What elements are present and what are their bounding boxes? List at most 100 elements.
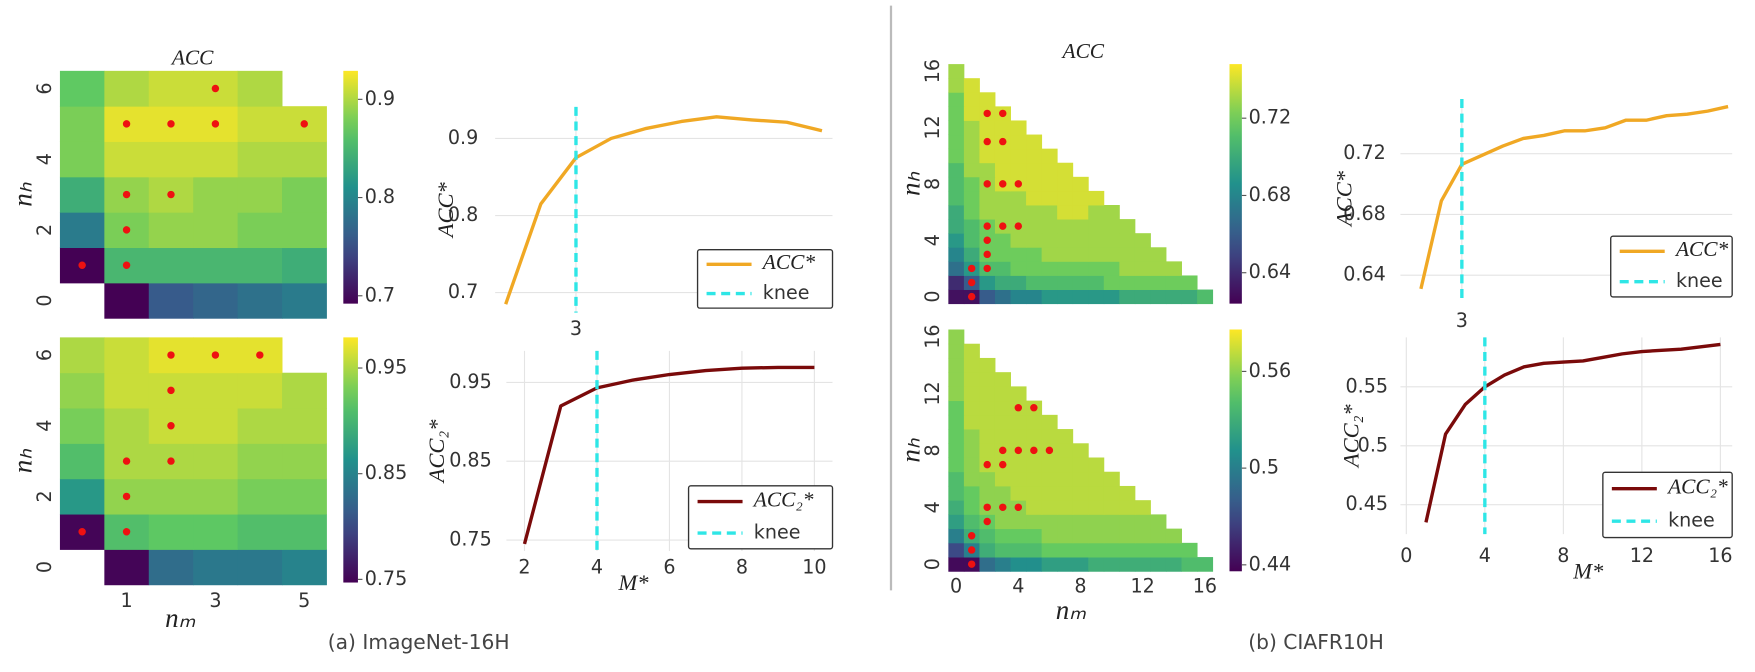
heat-cell <box>1088 261 1105 276</box>
heat-cell <box>1057 557 1074 572</box>
heat-cell <box>948 247 965 262</box>
heat-cell <box>1119 485 1136 501</box>
heat-cell <box>104 408 150 444</box>
heat-cell <box>104 337 150 374</box>
heat-cell <box>963 219 980 234</box>
marker <box>78 528 86 536</box>
marker <box>300 120 308 128</box>
heat-cell <box>1057 190 1074 206</box>
heat-cell <box>1010 557 1027 572</box>
marker <box>999 137 1007 146</box>
heat-cell <box>282 514 327 550</box>
marker <box>983 264 991 273</box>
heat-cell <box>1119 528 1136 544</box>
y-tick-label: 0.85 <box>449 449 492 472</box>
y-axis-label: nₕ <box>896 438 926 462</box>
heat-cell <box>1072 275 1089 290</box>
heat-cell <box>963 457 980 473</box>
caption: (a) ImageNet-16H <box>328 630 510 654</box>
heat-cell <box>1041 148 1058 164</box>
heat-cell <box>1026 500 1043 515</box>
marker <box>999 222 1007 230</box>
heat-cell <box>979 205 996 220</box>
marker <box>167 120 175 128</box>
y-tick-label: 8 <box>921 178 944 190</box>
heat-cell <box>237 176 283 213</box>
heat-cell <box>1103 261 1120 276</box>
heat-cell <box>193 176 239 213</box>
heat-cell <box>1088 190 1105 206</box>
heat-cell <box>1041 247 1058 262</box>
heat-cell <box>948 471 965 487</box>
heat-cell <box>963 400 980 416</box>
marker <box>211 120 220 128</box>
y-tick-label: 0.72 <box>1343 141 1386 164</box>
heat-cell <box>1088 233 1105 248</box>
marker <box>78 261 86 269</box>
y-tick-label: 12 <box>921 381 944 405</box>
heat-cell <box>1103 219 1120 234</box>
heat-cell <box>1057 542 1074 558</box>
legend-label: knee <box>754 521 801 544</box>
marker <box>122 261 131 269</box>
heat-cell <box>1010 190 1027 206</box>
heat-cell <box>1057 261 1074 276</box>
heat-cell <box>1010 414 1027 430</box>
heat-cell <box>1041 219 1058 234</box>
heat-cell <box>1010 457 1027 473</box>
heat-cell <box>1057 289 1074 305</box>
marker <box>167 386 175 395</box>
caption: (b) CIAFR10H <box>1248 630 1384 654</box>
heat-cell <box>1119 557 1136 572</box>
heat-cell <box>994 261 1011 276</box>
heat-cell <box>282 247 327 284</box>
heat-cell <box>1041 233 1058 248</box>
marker <box>1014 404 1023 412</box>
x-tick-label: 3 <box>570 317 582 340</box>
heat-cell <box>148 141 194 178</box>
heat-cell <box>1072 443 1089 458</box>
heat-cell <box>59 106 105 142</box>
heat-cell <box>979 372 996 387</box>
x-tick-label: 12 <box>1630 544 1654 567</box>
colorbar <box>343 337 358 583</box>
heat-cell <box>1150 261 1167 276</box>
heat-cell <box>948 386 965 402</box>
x-tick-label: 10 <box>802 555 826 578</box>
heat-cell <box>1072 289 1089 305</box>
heat-cell <box>948 542 965 558</box>
heat-cell <box>193 247 239 284</box>
heat-cell <box>1088 219 1105 234</box>
heat-cell <box>148 70 194 107</box>
marker <box>122 528 131 536</box>
heat-cell <box>979 120 996 136</box>
heat-cell <box>282 212 327 249</box>
marker <box>1030 404 1038 412</box>
heat-cell <box>1072 542 1089 558</box>
heat-cell <box>979 162 996 178</box>
heat-cell <box>994 528 1011 544</box>
marker <box>967 292 976 301</box>
heat-cell <box>1010 134 1027 150</box>
heat-cell <box>994 400 1011 416</box>
heat-cell <box>994 471 1011 487</box>
heat-cell <box>1072 457 1089 473</box>
heat-cell <box>994 247 1011 262</box>
heat-cell <box>1088 485 1105 501</box>
y-tick-label: 0.8 <box>448 203 478 226</box>
heat-cell <box>994 414 1011 430</box>
heat-cell <box>1072 500 1089 515</box>
heat-cell <box>104 141 150 178</box>
heat-cell <box>1041 557 1058 572</box>
heat-cell <box>1150 514 1167 530</box>
heat-cell <box>1072 528 1089 544</box>
heat-cell <box>1026 485 1043 501</box>
colorbar-tick-label: 0.7 <box>365 283 395 306</box>
heat-cell <box>994 120 1011 136</box>
heat-cell <box>1165 275 1182 290</box>
x-tick-label: 4 <box>591 555 603 578</box>
heat-cell <box>979 542 996 558</box>
heat-cell <box>193 141 239 178</box>
x-tick-label: 5 <box>298 589 310 612</box>
y-tick-label: 0.5 <box>1358 433 1388 456</box>
